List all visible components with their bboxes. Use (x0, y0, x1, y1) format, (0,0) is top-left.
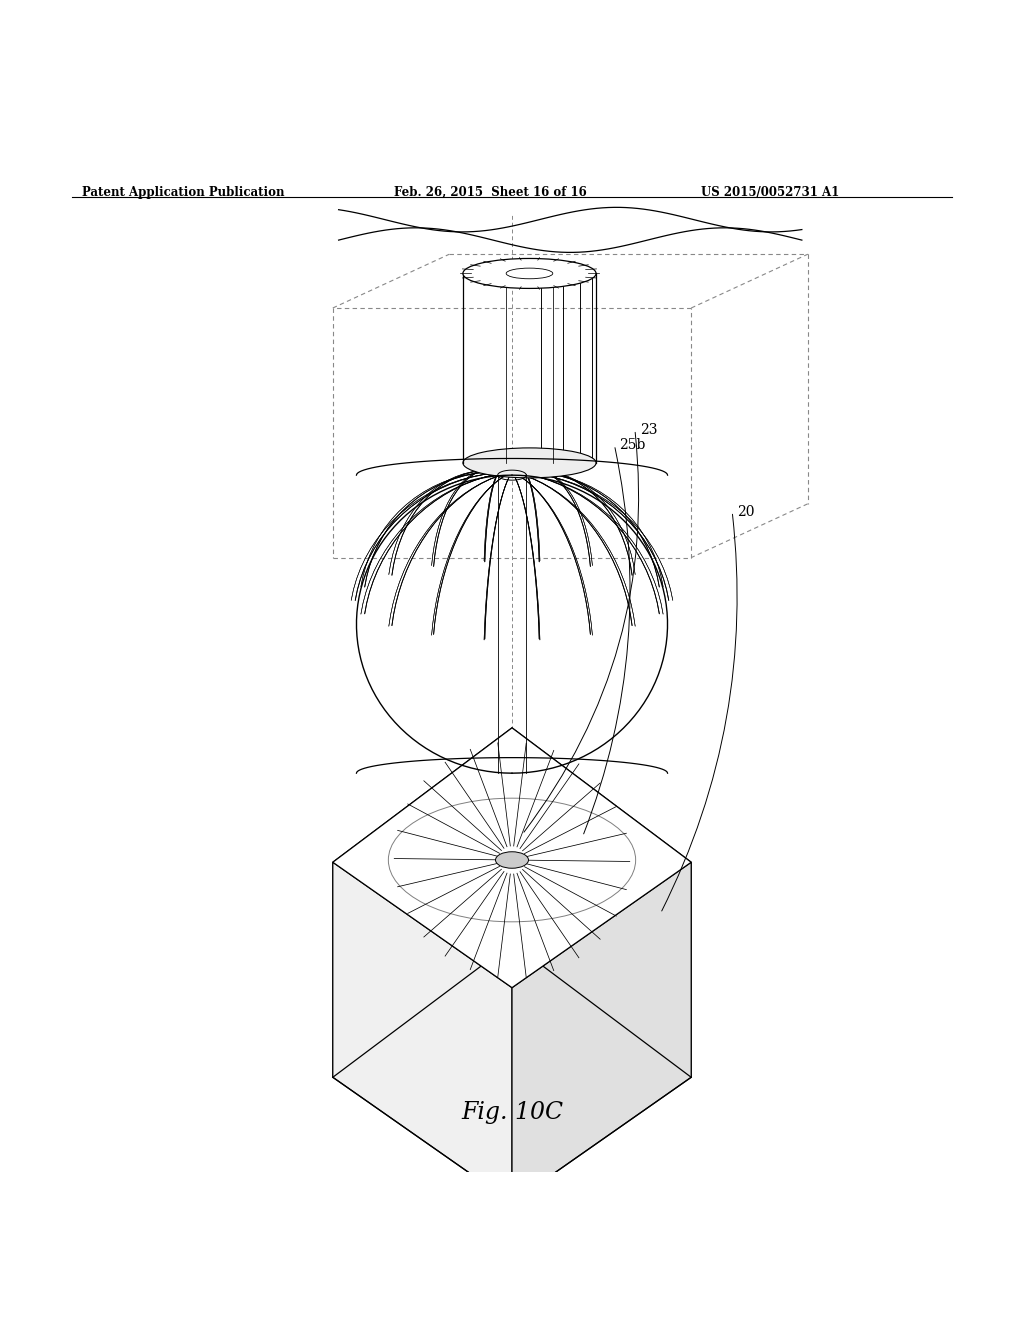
Text: Patent Application Publication: Patent Application Publication (82, 186, 285, 199)
Ellipse shape (463, 259, 596, 288)
Text: 25b: 25b (620, 438, 646, 451)
Polygon shape (333, 862, 512, 1203)
Ellipse shape (506, 268, 553, 279)
Ellipse shape (496, 851, 528, 869)
Polygon shape (333, 727, 691, 987)
Ellipse shape (463, 447, 596, 478)
Polygon shape (512, 862, 691, 1203)
Text: Feb. 26, 2015  Sheet 16 of 16: Feb. 26, 2015 Sheet 16 of 16 (394, 186, 587, 199)
Polygon shape (333, 727, 512, 1077)
Text: 20: 20 (737, 504, 755, 519)
Text: 23: 23 (640, 422, 657, 437)
Text: Fig. 10C: Fig. 10C (461, 1101, 563, 1125)
Text: US 2015/0052731 A1: US 2015/0052731 A1 (701, 186, 840, 199)
Polygon shape (512, 727, 691, 1077)
